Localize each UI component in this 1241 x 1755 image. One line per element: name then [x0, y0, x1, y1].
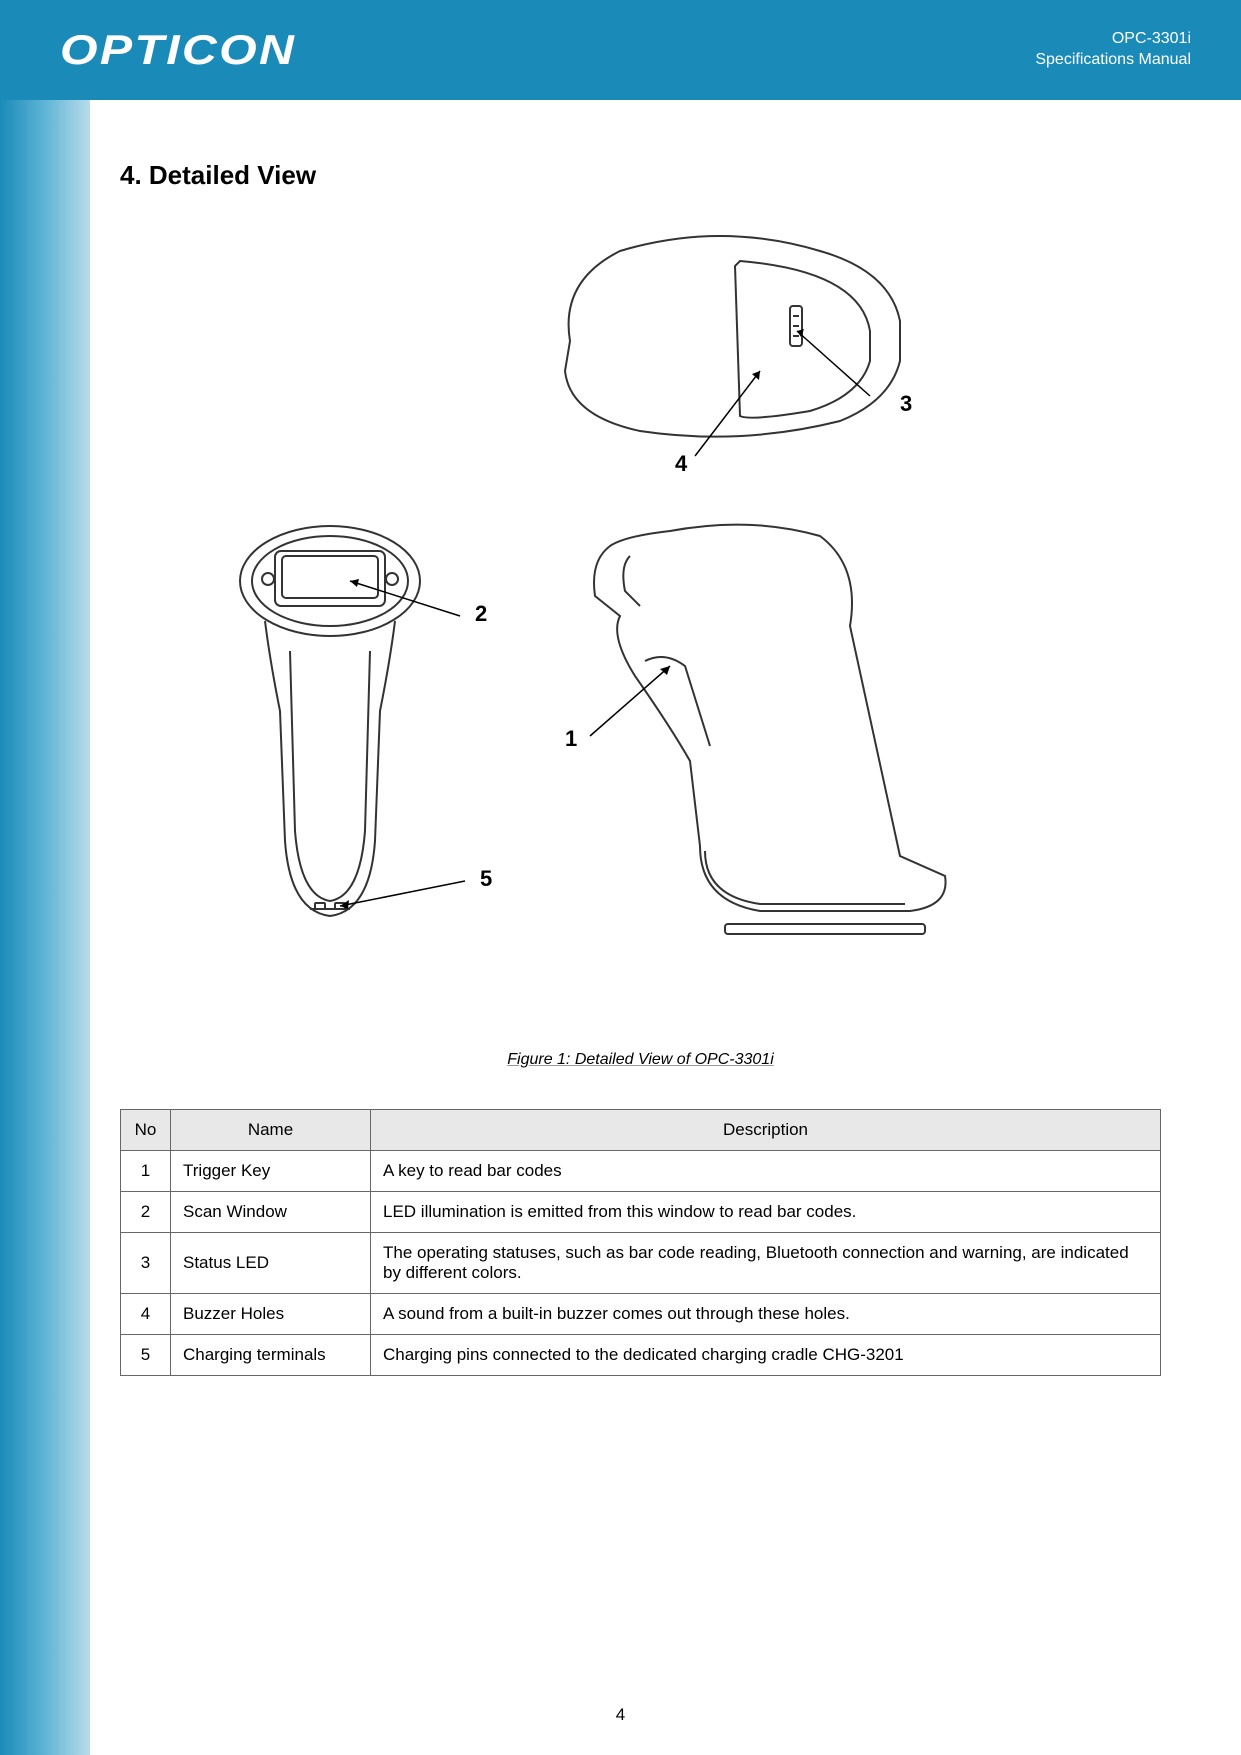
callout-3: 3 — [900, 391, 912, 417]
cell-desc: Charging pins connected to the dedicated… — [371, 1335, 1161, 1376]
callout-2: 2 — [475, 601, 487, 627]
sidebar-gradient — [0, 100, 90, 1755]
callout-1: 1 — [565, 726, 577, 752]
page-content: 4. Detailed View 3 4 — [120, 160, 1161, 1715]
table-row: 1 Trigger Key A key to read bar codes — [121, 1151, 1161, 1192]
parts-table: No Name Description 1 Trigger Key A key … — [120, 1109, 1161, 1376]
callout-4: 4 — [675, 451, 687, 477]
scanner-side-view — [550, 506, 970, 946]
diagram-area: 3 4 2 — [120, 221, 1161, 1021]
cell-name: Buzzer Holes — [171, 1294, 371, 1335]
page-number: 4 — [0, 1705, 1241, 1725]
cell-desc: The operating statuses, such as bar code… — [371, 1233, 1161, 1294]
cell-no: 3 — [121, 1233, 171, 1294]
col-desc: Description — [371, 1110, 1161, 1151]
table-header-row: No Name Description — [121, 1110, 1161, 1151]
cell-no: 1 — [121, 1151, 171, 1192]
col-no: No — [121, 1110, 171, 1151]
figure-caption: Figure 1: Detailed View of OPC-3301i — [120, 1051, 1161, 1069]
product-name: OPC-3301i — [1035, 29, 1191, 50]
callout-5: 5 — [480, 866, 492, 892]
cell-desc: A key to read bar codes — [371, 1151, 1161, 1192]
brand-logo: OPTICON — [60, 26, 296, 74]
header-bar: OPTICON OPC-3301i Specifications Manual — [0, 0, 1241, 100]
cell-name: Trigger Key — [171, 1151, 371, 1192]
col-name: Name — [171, 1110, 371, 1151]
cell-desc: A sound from a built-in buzzer comes out… — [371, 1294, 1161, 1335]
scanner-front-view — [220, 511, 480, 931]
section-title: 4. Detailed View — [120, 160, 1161, 191]
table-row: 2 Scan Window LED illumination is emitte… — [121, 1192, 1161, 1233]
cell-no: 4 — [121, 1294, 171, 1335]
table-row: 5 Charging terminals Charging pins conne… — [121, 1335, 1161, 1376]
table-row: 4 Buzzer Holes A sound from a built-in b… — [121, 1294, 1161, 1335]
cell-name: Scan Window — [171, 1192, 371, 1233]
table-row: 3 Status LED The operating statuses, suc… — [121, 1233, 1161, 1294]
cell-name: Charging terminals — [171, 1335, 371, 1376]
cell-no: 2 — [121, 1192, 171, 1233]
cell-desc: LED illumination is emitted from this wi… — [371, 1192, 1161, 1233]
scanner-top-view — [540, 221, 920, 461]
header-doc-info: OPC-3301i Specifications Manual — [1035, 29, 1191, 71]
doc-type: Specifications Manual — [1035, 50, 1191, 71]
cell-no: 5 — [121, 1335, 171, 1376]
cell-name: Status LED — [171, 1233, 371, 1294]
